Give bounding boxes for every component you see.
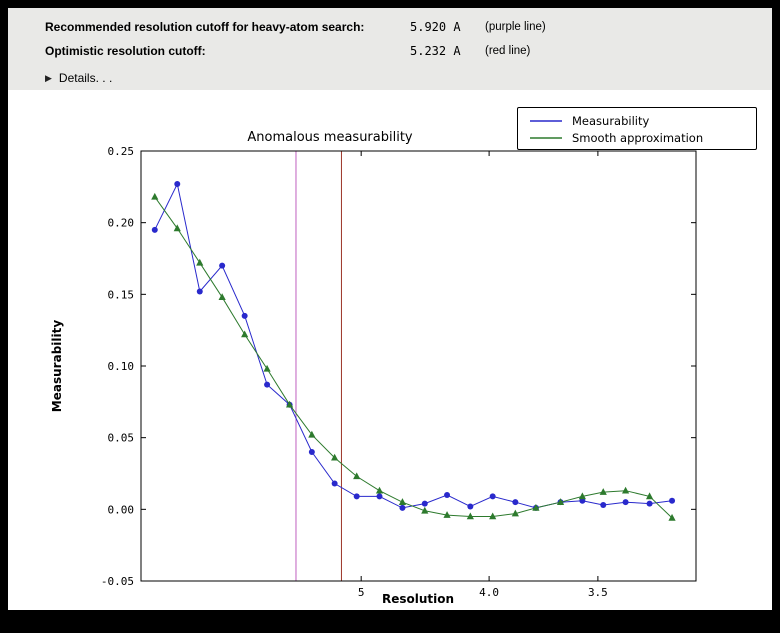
x-axis-label: Resolution xyxy=(381,592,455,606)
svg-text:0.00: 0.00 xyxy=(108,503,135,516)
legend-entry-measurability: Measurability xyxy=(518,112,756,129)
legend-label-measurability: Measurability xyxy=(572,113,650,128)
plot-border xyxy=(140,150,697,582)
x-axis-ticks: 5 4.0 3.5 xyxy=(358,151,608,599)
series-smooth-approximation xyxy=(151,192,676,521)
svg-text:4.0: 4.0 xyxy=(479,586,499,599)
svg-text:0.15: 0.15 xyxy=(108,288,135,301)
details-label: Details. . . xyxy=(58,71,113,85)
optimistic-cutoff-row: Optimistic resolution cutoff: 5.232 A (r… xyxy=(8,44,772,62)
measurability-line-sample xyxy=(530,119,562,122)
svg-text:5: 5 xyxy=(358,586,365,599)
svg-text:0.05: 0.05 xyxy=(108,432,135,445)
details-disclosure[interactable]: ▶ Details. . . xyxy=(45,70,112,86)
recommended-cutoff-row: Recommended resolution cutoff for heavy-… xyxy=(8,20,772,38)
chart-figure: 5 4.0 3.5 0.25 0.20 0.15 0.10 0.05 0.00 -0.05 Ano… xyxy=(8,90,772,610)
y-axis-ticks: 0.25 0.20 0.15 0.10 0.05 0.00 -0.05 xyxy=(101,145,696,588)
legend-entry-smooth-approximation: Smooth approximation xyxy=(518,129,756,146)
series-measurability xyxy=(151,180,676,511)
svg-text:0.10: 0.10 xyxy=(108,360,135,373)
recommended-cutoff-label: Recommended resolution cutoff for heavy-… xyxy=(45,20,365,34)
results-panel: Recommended resolution cutoff for heavy-… xyxy=(8,8,772,610)
smooth-approximation-line-sample xyxy=(530,136,562,139)
svg-text:-0.05: -0.05 xyxy=(101,575,134,588)
svg-text:0.25: 0.25 xyxy=(108,145,135,158)
chart-svg: 5 4.0 3.5 0.25 0.20 0.15 0.10 0.05 0.00 -0.05 xyxy=(101,145,697,599)
disclosure-triangle-icon: ▶ xyxy=(45,72,52,83)
chart-title: Anomalous measurability xyxy=(247,130,413,145)
svg-text:0.20: 0.20 xyxy=(108,217,135,230)
chart-legend: Measurability Smooth approximation xyxy=(517,107,757,150)
optimistic-cutoff-label: Optimistic resolution cutoff: xyxy=(45,44,206,58)
y-axis-label: Measurability xyxy=(50,319,64,413)
optimistic-cutoff-note: (red line) xyxy=(485,45,531,57)
optimistic-cutoff-value: 5.232 A xyxy=(410,44,461,58)
recommended-cutoff-value: 5.920 A xyxy=(410,20,461,34)
recommended-cutoff-note: (purple line) xyxy=(485,21,546,33)
legend-label-smooth-approximation: Smooth approximation xyxy=(572,130,704,145)
svg-text:3.5: 3.5 xyxy=(588,586,608,599)
